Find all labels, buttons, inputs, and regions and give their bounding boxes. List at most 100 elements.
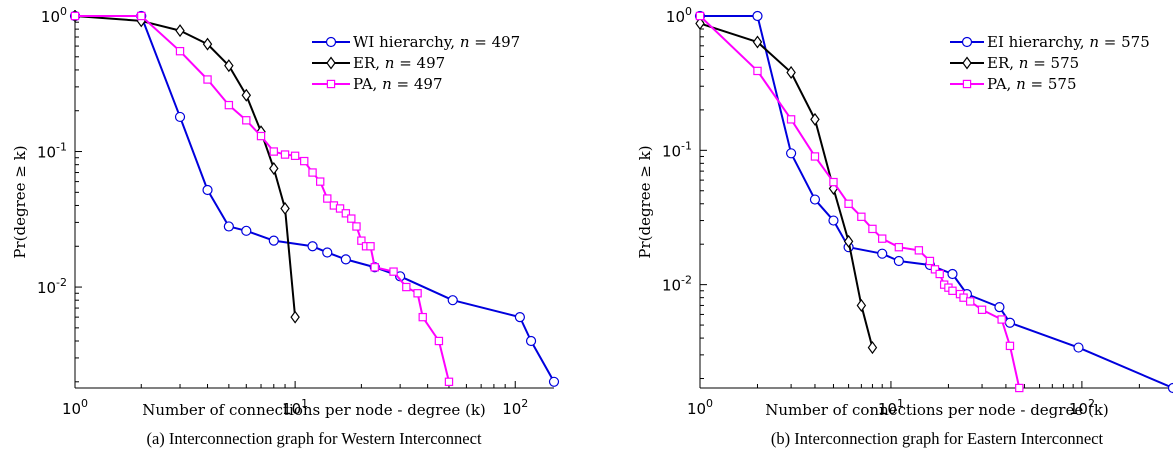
data-point (514, 312, 526, 323)
data-point (389, 267, 398, 276)
series-circle (69, 10, 560, 387)
series-square (695, 11, 1024, 393)
data-point (434, 336, 444, 346)
data-point (948, 286, 957, 295)
data-point (340, 254, 351, 265)
data-point (316, 177, 325, 186)
data-point (947, 268, 958, 280)
data-point (280, 150, 290, 159)
data-point (810, 152, 820, 161)
data-point (280, 201, 290, 216)
data-point (695, 11, 705, 21)
data-point (242, 116, 251, 125)
data-point (447, 295, 458, 306)
y-tick-label: 10-1 (662, 139, 692, 160)
series-diamond (695, 16, 878, 355)
legend-entry: WI hierarchy, n = 497 (353, 33, 520, 51)
data-point (202, 184, 213, 196)
legend-marker (961, 36, 973, 48)
x-tick-label: 100 (687, 397, 713, 418)
y-axis-label: Pr(degree ≥ k) (636, 145, 654, 258)
data-point (935, 269, 944, 279)
series-square (70, 11, 454, 386)
data-point (224, 59, 234, 73)
data-point (1005, 341, 1015, 351)
data-point (290, 151, 300, 161)
data-point (695, 16, 705, 30)
chart-panel-b: 100 101 102 100 10-1 10-2 Number of connection… (636, 5, 1173, 448)
data-point (786, 148, 797, 159)
data-point (241, 225, 252, 236)
data-point (256, 131, 266, 141)
y-tick-label: 10-2 (662, 274, 692, 295)
series-line (700, 15, 1173, 389)
y-tick-label: 10-2 (37, 276, 67, 297)
series-line (75, 15, 555, 383)
x-tick-label: 102 (1069, 397, 1095, 418)
y-tick-label: 10-1 (37, 141, 67, 162)
data-point (1015, 383, 1024, 393)
data-point (308, 168, 317, 177)
data-point (977, 305, 987, 314)
legend: WI hierarchy, n = 497 ER, n = 497 PA, n = … (312, 33, 520, 93)
data-point (347, 214, 356, 223)
plot-area (69, 10, 560, 387)
data-point (269, 147, 278, 156)
chart-panel-a: 100 101 102 100 10-1 10-2 Number of connection… (11, 5, 560, 448)
legend-entry: ER, n = 575 (987, 54, 1079, 72)
data-point (753, 66, 762, 76)
data-point (402, 282, 411, 292)
data-point (856, 298, 867, 312)
data-point (341, 209, 351, 218)
data-point (269, 161, 279, 175)
data-point (752, 35, 763, 49)
data-point (828, 215, 839, 226)
data-point (300, 156, 309, 166)
y-tick-label: 100 (41, 5, 67, 26)
series-line (699, 15, 1021, 389)
data-point (965, 297, 975, 306)
data-point (914, 246, 924, 255)
x-tick-label: 101 (282, 397, 308, 418)
data-point (175, 24, 185, 38)
plot-area (694, 10, 1173, 394)
data-point (1167, 382, 1173, 394)
data-point (323, 194, 332, 203)
data-point (413, 289, 422, 298)
data-point (418, 312, 427, 322)
data-point (548, 376, 560, 387)
data-point (335, 204, 345, 213)
series-diamond (70, 10, 300, 324)
legend-marker (326, 56, 336, 70)
data-point (893, 255, 904, 267)
y-axis-label: Pr(degree ≥ k) (11, 145, 29, 258)
data-point (867, 341, 878, 355)
legend: EI hierarchy, n = 575 ER, n = 575 PA, n = … (950, 33, 1150, 93)
data-point (894, 242, 904, 252)
data-point (223, 221, 234, 232)
data-point (878, 234, 887, 243)
data-point (137, 11, 146, 21)
series-line (74, 15, 297, 318)
legend-marker (962, 56, 972, 70)
legend-entry: PA, n = 575 (987, 75, 1077, 93)
data-point (752, 10, 763, 22)
data-point (357, 236, 366, 245)
data-point (241, 88, 252, 102)
panel-caption: (b) Interconnection graph for Eastern In… (771, 429, 1104, 448)
data-point (925, 256, 935, 266)
data-point (322, 247, 333, 258)
data-point (843, 234, 854, 248)
legend-marker (962, 79, 972, 89)
data-point (810, 112, 820, 126)
data-point (1004, 317, 1016, 328)
data-point (444, 377, 454, 386)
data-point (224, 100, 234, 110)
data-point (868, 224, 877, 234)
legend-entry: ER, n = 497 (353, 54, 445, 72)
data-point (352, 222, 361, 231)
y-tick-label: 100 (666, 5, 692, 26)
data-point (370, 263, 379, 272)
x-axis-label: Number of connections per node - degree … (765, 401, 1109, 419)
